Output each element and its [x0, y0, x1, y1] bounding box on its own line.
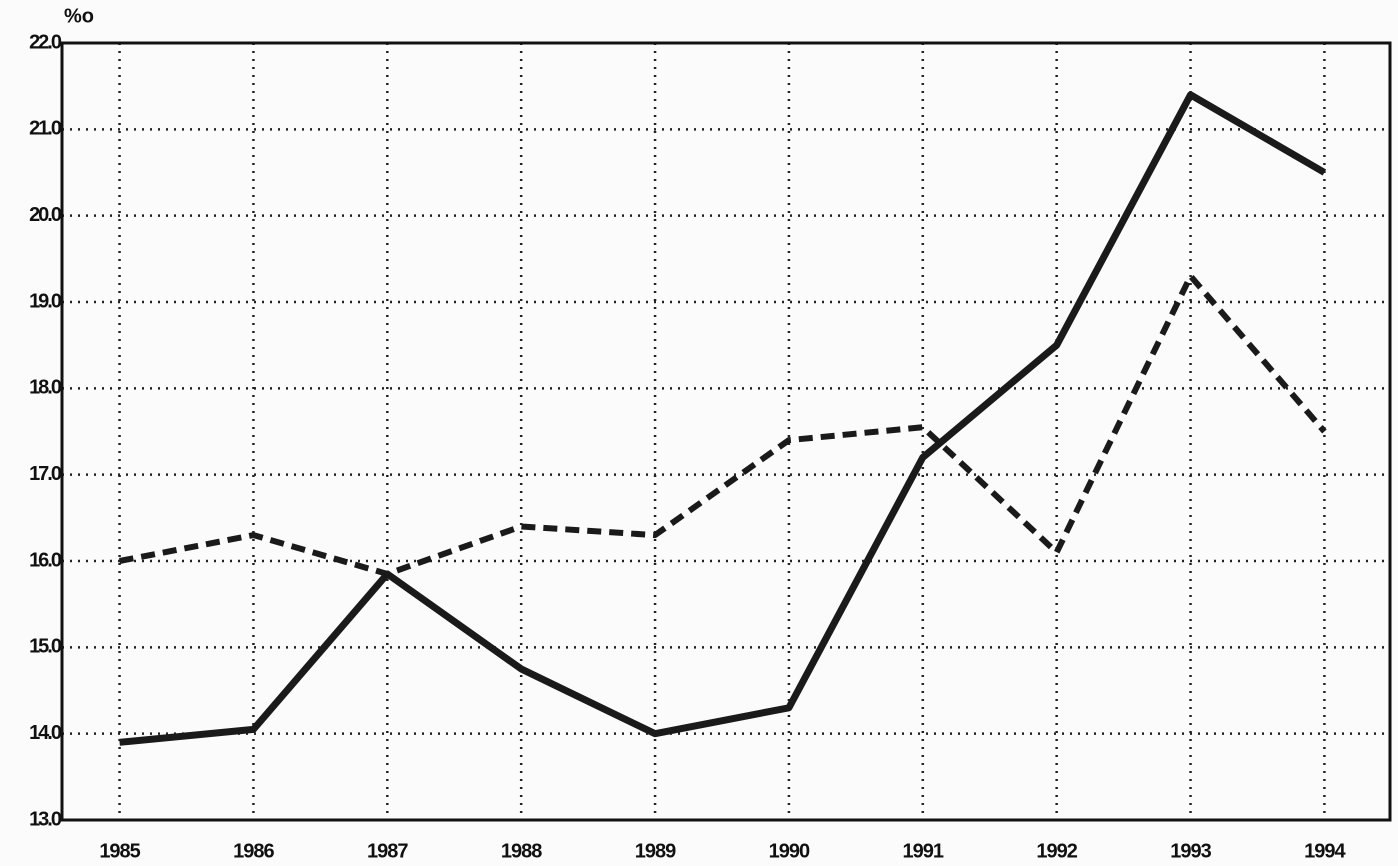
y-tick-label: 20.0 [29, 204, 62, 226]
y-tick-label: 15.0 [29, 636, 62, 658]
y-tick-label: 21.0 [29, 118, 62, 140]
x-tick-label: 1986 [233, 840, 274, 862]
x-tick-label: 1993 [1170, 840, 1211, 862]
y-tick-label: 19.0 [29, 290, 62, 312]
y-tick-label: 16.0 [29, 549, 62, 571]
data-line [119, 91, 1327, 746]
data-line [118, 273, 1327, 577]
x-tick-label: 1989 [635, 840, 676, 862]
y-tick-label: 14.0 [29, 722, 62, 744]
y-tick-label: 17.0 [29, 463, 62, 485]
y-tick-label: 13.0 [29, 808, 62, 830]
plot-frame [60, 41, 1392, 822]
x-tick-label: 1992 [1036, 840, 1077, 862]
x-tick-label: 1991 [903, 840, 944, 862]
x-tick-label: 1985 [99, 840, 140, 862]
y-axis-label: %o [64, 5, 94, 27]
x-tick-label: 1988 [501, 840, 542, 862]
y-tick-label: 22.0 [29, 31, 62, 53]
x-tick-label: 1987 [367, 840, 408, 862]
y-tick-label: 18.0 [29, 377, 62, 399]
x-tick-label: 1990 [769, 840, 810, 862]
x-tick-label: 1994 [1304, 840, 1346, 862]
